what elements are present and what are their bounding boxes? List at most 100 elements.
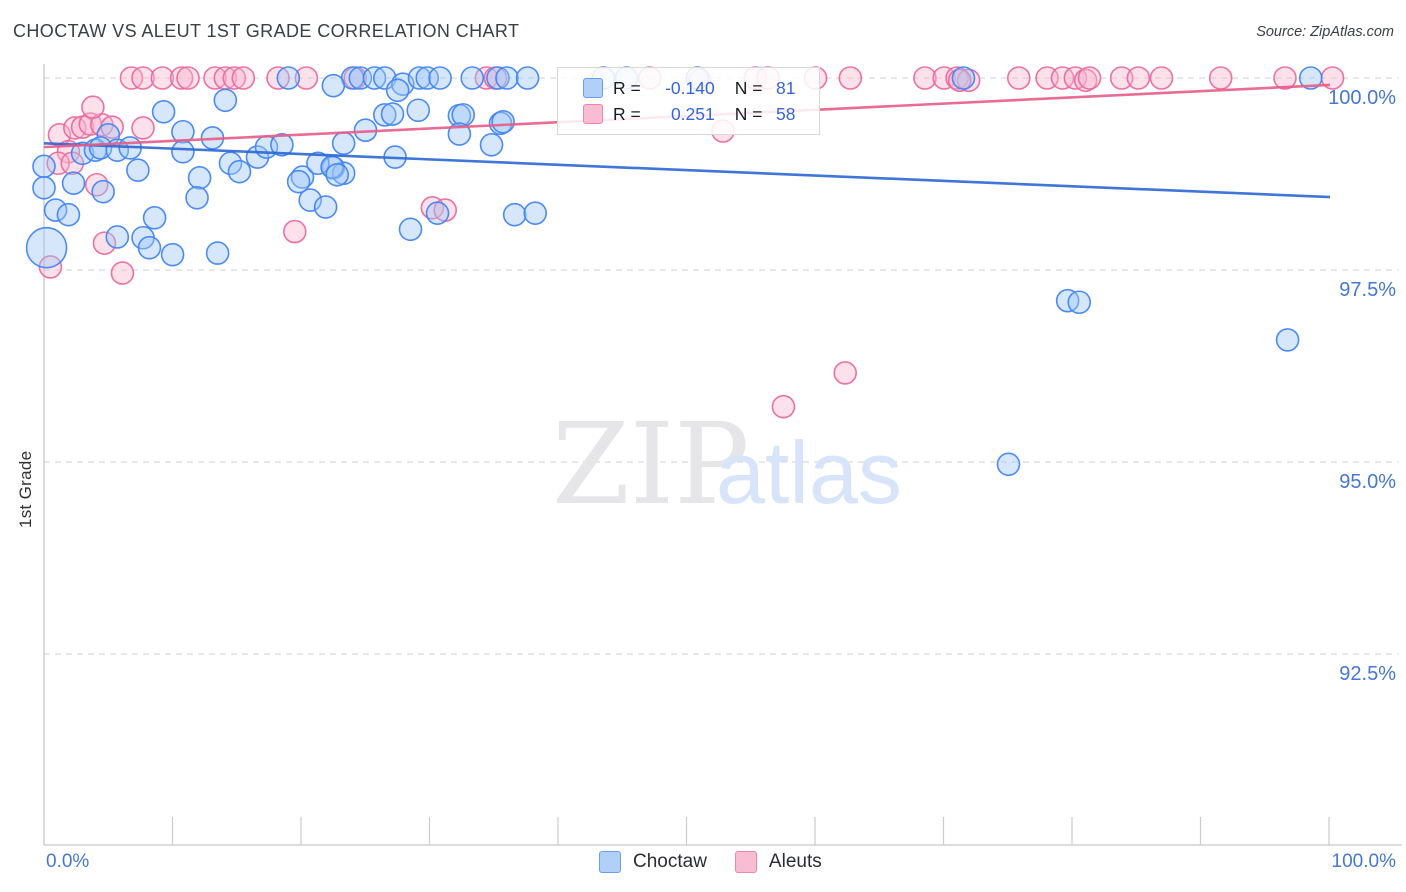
choctaw-n-value: 81: [776, 77, 796, 98]
n-label: N =: [734, 103, 763, 124]
source-attribution: Source: ZipAtlas.com: [1256, 24, 1394, 40]
choctaw-data-point[interactable]: [270, 133, 294, 157]
choctaw-data-point[interactable]: [187, 166, 212, 190]
x-axis-tick-label-max: 100.0%: [1331, 851, 1396, 872]
aleuts-data-point[interactable]: [1073, 68, 1098, 93]
choctaw-data-point[interactable]: [428, 66, 452, 90]
y-axis-tick-label: 92.5%: [1339, 663, 1396, 685]
choctaw-data-point[interactable]: [56, 202, 81, 227]
aleuts-data-point[interactable]: [947, 68, 972, 93]
choctaw-data-point[interactable]: [407, 66, 432, 90]
aleuts-data-point[interactable]: [1149, 66, 1174, 90]
choctaw-data-point[interactable]: [515, 66, 540, 90]
choctaw-data-point[interactable]: [1275, 328, 1300, 352]
aleuts-data-point[interactable]: [833, 361, 857, 385]
aleuts-data-point[interactable]: [913, 66, 937, 90]
choctaw-data-point[interactable]: [213, 88, 238, 113]
choctaw-data-point[interactable]: [372, 103, 397, 127]
choctaw-data-point[interactable]: [32, 176, 56, 200]
aleuts-data-point[interactable]: [838, 66, 863, 90]
legend-item-aleuts[interactable]: Aleuts: [734, 851, 822, 873]
choctaw-data-point[interactable]: [996, 452, 1021, 477]
aleuts-data-point[interactable]: [1050, 66, 1075, 90]
choctaw-data-point[interactable]: [385, 78, 410, 103]
series-legend: Choctaw Aleuts: [599, 851, 822, 873]
choctaw-data-point[interactable]: [372, 66, 397, 90]
r-label: R =: [613, 77, 641, 98]
aleuts-data-point[interactable]: [1126, 66, 1151, 90]
aleuts-data-point[interactable]: [131, 116, 155, 140]
aleuts-data-point[interactable]: [1077, 66, 1102, 90]
choctaw-data-point[interactable]: [951, 66, 976, 90]
aleuts-data-point[interactable]: [294, 66, 319, 90]
choctaw-data-point[interactable]: [398, 217, 423, 242]
legend-row-choctaw: R = -0.140 N = 81: [583, 78, 819, 99]
choctaw-data-point[interactable]: [25, 226, 68, 269]
aleuts-data-point[interactable]: [1006, 66, 1031, 90]
choctaw-swatch-icon: [583, 78, 603, 98]
choctaw-data-point[interactable]: [451, 103, 476, 127]
choctaw-data-point[interactable]: [321, 73, 346, 98]
y-axis-tick-label: 100.0%: [1328, 87, 1396, 109]
choctaw-data-point[interactable]: [425, 201, 450, 225]
aleuts-data-point[interactable]: [231, 66, 256, 90]
aleuts-data-point[interactable]: [92, 231, 117, 255]
x-axis-tick-label-min: 0.0%: [46, 851, 90, 872]
choctaw-data-point[interactable]: [313, 195, 338, 219]
choctaw-data-point[interactable]: [137, 235, 162, 260]
choctaw-data-point[interactable]: [43, 198, 68, 222]
choctaw-data-point[interactable]: [479, 133, 504, 157]
choctaw-data-point[interactable]: [151, 99, 176, 124]
choctaw-data-point[interactable]: [126, 158, 150, 182]
choctaw-data-point[interactable]: [286, 169, 311, 194]
legend-label-aleuts: Aleuts: [768, 851, 822, 872]
choctaw-data-point[interactable]: [523, 201, 548, 225]
aleuts-data-point[interactable]: [63, 116, 87, 140]
choctaw-data-point[interactable]: [460, 66, 485, 90]
choctaw-data-point[interactable]: [185, 186, 209, 210]
choctaw-data-point[interactable]: [415, 66, 440, 90]
choctaw-data-point[interactable]: [142, 205, 167, 230]
choctaw-data-point[interactable]: [171, 139, 195, 164]
choctaw-data-point[interactable]: [406, 98, 431, 123]
choctaw-data-point[interactable]: [331, 131, 356, 156]
aleuts-data-point[interactable]: [131, 66, 155, 90]
legend-row-aleuts: R = 0.251 N = 58: [583, 104, 819, 125]
choctaw-data-point[interactable]: [306, 151, 330, 176]
choctaw-data-point[interactable]: [61, 171, 86, 196]
choctaw-data-point[interactable]: [227, 159, 252, 184]
aleuts-swatch-icon: [583, 104, 603, 124]
choctaw-data-point[interactable]: [502, 202, 527, 227]
aleuts-data-point[interactable]: [84, 172, 109, 197]
choctaw-data-point[interactable]: [32, 154, 56, 179]
choctaw-data-point[interactable]: [276, 66, 301, 90]
aleuts-r-value: 0.251: [670, 103, 715, 124]
aleuts-data-point[interactable]: [282, 219, 307, 244]
choctaw-data-point[interactable]: [1298, 66, 1323, 90]
aleuts-data-point[interactable]: [1109, 66, 1134, 90]
y-axis-title: 1st Grade: [16, 450, 35, 528]
choctaw-data-point[interactable]: [205, 241, 230, 265]
choctaw-data-point[interactable]: [325, 162, 350, 187]
choctaw-data-point[interactable]: [105, 225, 130, 249]
aleuts-data-point[interactable]: [169, 66, 194, 90]
aleuts-data-point[interactable]: [1208, 66, 1233, 90]
aleuts-data-point[interactable]: [110, 261, 135, 285]
choctaw-data-point[interactable]: [495, 66, 519, 90]
aleuts-data-point[interactable]: [771, 394, 796, 419]
choctaw-data-point[interactable]: [160, 242, 185, 267]
aleuts-data-point[interactable]: [222, 66, 247, 90]
choctaw-data-point[interactable]: [486, 66, 510, 90]
choctaw-data-point[interactable]: [1067, 290, 1092, 315]
aleuts-data-point[interactable]: [176, 66, 200, 90]
choctaw-data-point[interactable]: [491, 109, 515, 134]
aleuts-data-point[interactable]: [150, 66, 175, 90]
legend-item-choctaw[interactable]: Choctaw: [599, 851, 707, 873]
choctaw-data-point[interactable]: [91, 179, 115, 204]
choctaw-data-point[interactable]: [171, 119, 195, 144]
aleuts-data-point[interactable]: [1273, 66, 1297, 90]
choctaw-data-point[interactable]: [380, 102, 405, 126]
choctaw-data-point[interactable]: [298, 188, 323, 212]
aleuts-data-point[interactable]: [81, 95, 105, 119]
